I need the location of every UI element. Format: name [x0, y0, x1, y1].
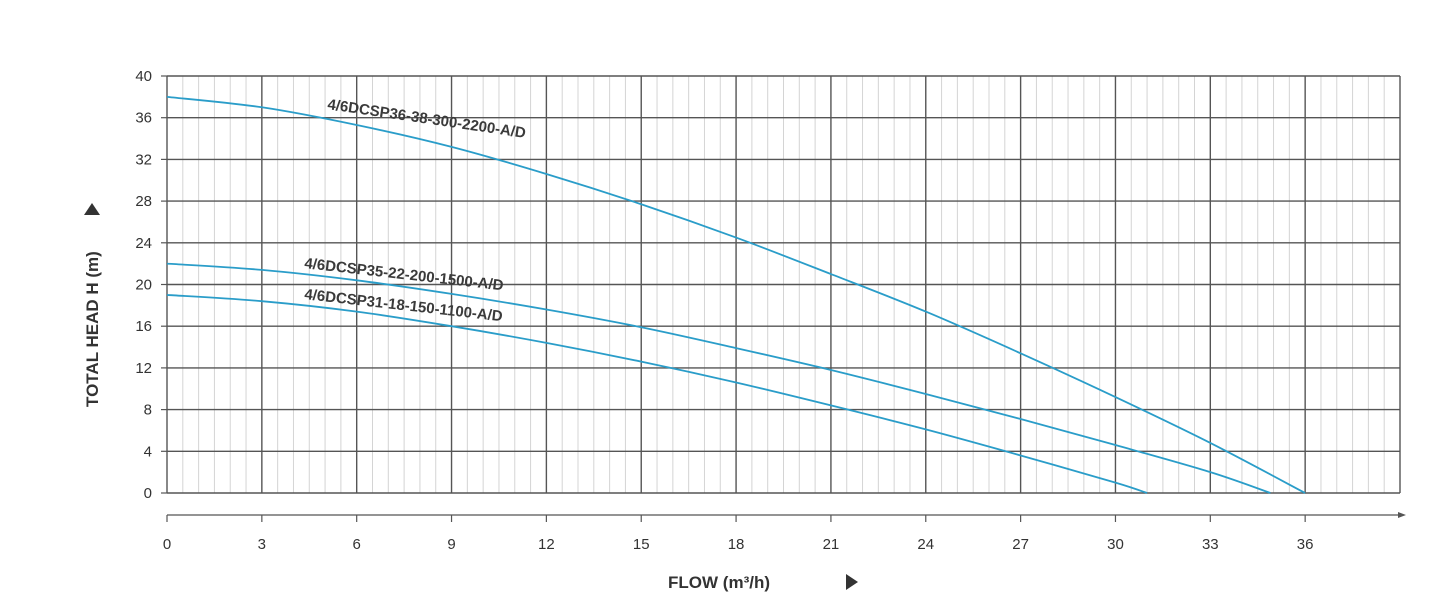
y-axis-title: TOTAL HEAD H (m) [83, 251, 102, 407]
y-tick-label: 16 [135, 318, 152, 335]
x-tick-label: 24 [917, 536, 934, 553]
series-labels: 4/6DCSP36-38-300-2200-A/D4/6DCSP35-22-20… [304, 96, 527, 325]
x-tick-label: 30 [1107, 536, 1124, 553]
y-tick-label: 28 [135, 193, 152, 210]
major-grid [166, 75, 1401, 494]
x-tick-label: 36 [1297, 536, 1314, 553]
y-tick-label: 40 [135, 68, 152, 85]
tick-labels: 0 3 6 9 12 15 18 21 24 27 30 33 36048121620242832364… [135, 68, 1313, 553]
y-tick-label: 4 [144, 443, 152, 460]
series-line [166, 95, 1306, 494]
x-axis-title-arrow-icon [846, 574, 858, 590]
y-tick-label: 24 [135, 235, 152, 252]
x-tick-label: 27 [1012, 536, 1029, 553]
series-lines [166, 95, 1306, 494]
x-tick-label: 12 [538, 536, 555, 553]
x-tick-label: 9 [447, 536, 455, 553]
y-tick-label: 20 [135, 277, 152, 294]
x-tick-label: 0 [163, 536, 171, 553]
axes [161, 75, 1406, 522]
x-axis-title: FLOW (m³/h) [668, 573, 770, 592]
y-tick-label: 8 [144, 402, 152, 419]
x-tick-label: 15 [633, 536, 650, 553]
y-tick-label: 0 [144, 485, 152, 502]
y-tick-label: 12 [135, 360, 152, 377]
x-tick-label: 21 [823, 536, 840, 553]
x-tick-label: 18 [728, 536, 745, 553]
series-line [166, 262, 1271, 494]
y-tick-label: 36 [135, 110, 152, 127]
y-axis-title-arrow-icon [84, 203, 100, 215]
x-tick-label: 3 [258, 536, 266, 553]
y-tick-label: 32 [135, 151, 152, 168]
x-axis-arrow-icon [1398, 512, 1406, 518]
series-line [166, 294, 1148, 494]
x-tick-label: 33 [1202, 536, 1219, 553]
x-tick-label: 6 [353, 536, 361, 553]
